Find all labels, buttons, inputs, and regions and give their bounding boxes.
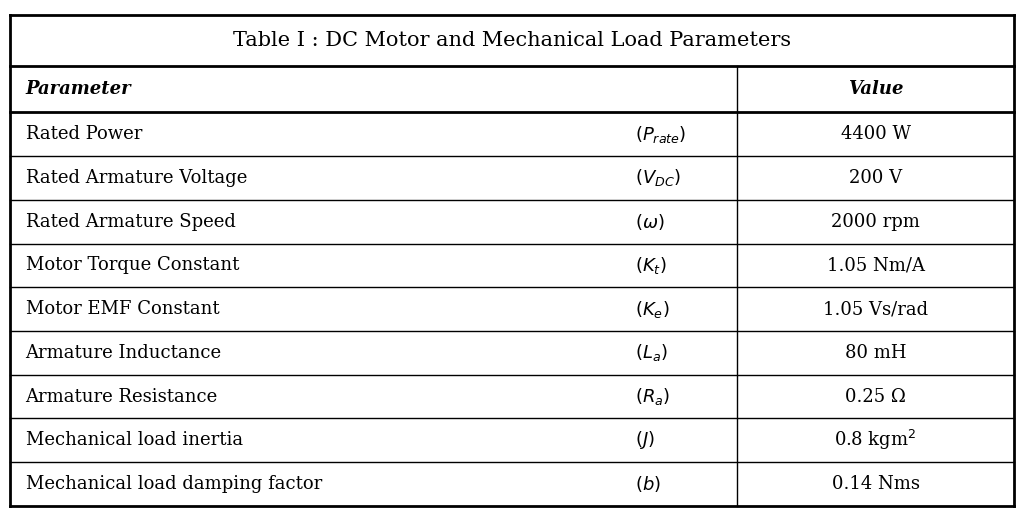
Text: 1.05 Nm/A: 1.05 Nm/A — [826, 257, 925, 274]
Text: $(b)$: $(b)$ — [635, 474, 660, 494]
Text: Rated Armature Speed: Rated Armature Speed — [26, 213, 236, 231]
Text: 0.8 kgm$^2$: 0.8 kgm$^2$ — [835, 428, 916, 452]
Text: Rated Armature Voltage: Rated Armature Voltage — [26, 169, 247, 187]
Text: 4400 W: 4400 W — [841, 125, 910, 143]
Text: Table I : DC Motor and Mechanical Load Parameters: Table I : DC Motor and Mechanical Load P… — [232, 31, 792, 51]
Text: Rated Power: Rated Power — [26, 125, 142, 143]
Text: $(L_{a})$: $(L_{a})$ — [635, 342, 668, 363]
Text: Mechanical load damping factor: Mechanical load damping factor — [26, 475, 322, 493]
Text: Armature Resistance: Armature Resistance — [26, 387, 218, 406]
Text: Armature Inductance: Armature Inductance — [26, 344, 222, 362]
Text: 0.14 Nms: 0.14 Nms — [831, 475, 920, 493]
Text: $(\omega)$: $(\omega)$ — [635, 212, 665, 231]
Text: Parameter: Parameter — [26, 80, 131, 99]
Text: $(K_{e})$: $(K_{e})$ — [635, 298, 670, 320]
Text: Value: Value — [848, 80, 903, 99]
Text: $(R_{a})$: $(R_{a})$ — [635, 386, 670, 407]
Text: 200 V: 200 V — [849, 169, 902, 187]
Text: $(J)$: $(J)$ — [635, 429, 654, 451]
Text: 2000 rpm: 2000 rpm — [831, 213, 920, 231]
Text: $(P_{rate})$: $(P_{rate})$ — [635, 124, 686, 145]
Text: 80 mH: 80 mH — [845, 344, 906, 362]
Text: Motor Torque Constant: Motor Torque Constant — [26, 257, 239, 274]
Text: Mechanical load inertia: Mechanical load inertia — [26, 431, 243, 449]
Text: 1.05 Vs/rad: 1.05 Vs/rad — [823, 300, 928, 318]
Text: Motor EMF Constant: Motor EMF Constant — [26, 300, 219, 318]
Text: $(K_{t})$: $(K_{t})$ — [635, 255, 667, 276]
Text: 0.25 Ω: 0.25 Ω — [845, 387, 906, 406]
Text: $(V_{DC})$: $(V_{DC})$ — [635, 168, 681, 189]
